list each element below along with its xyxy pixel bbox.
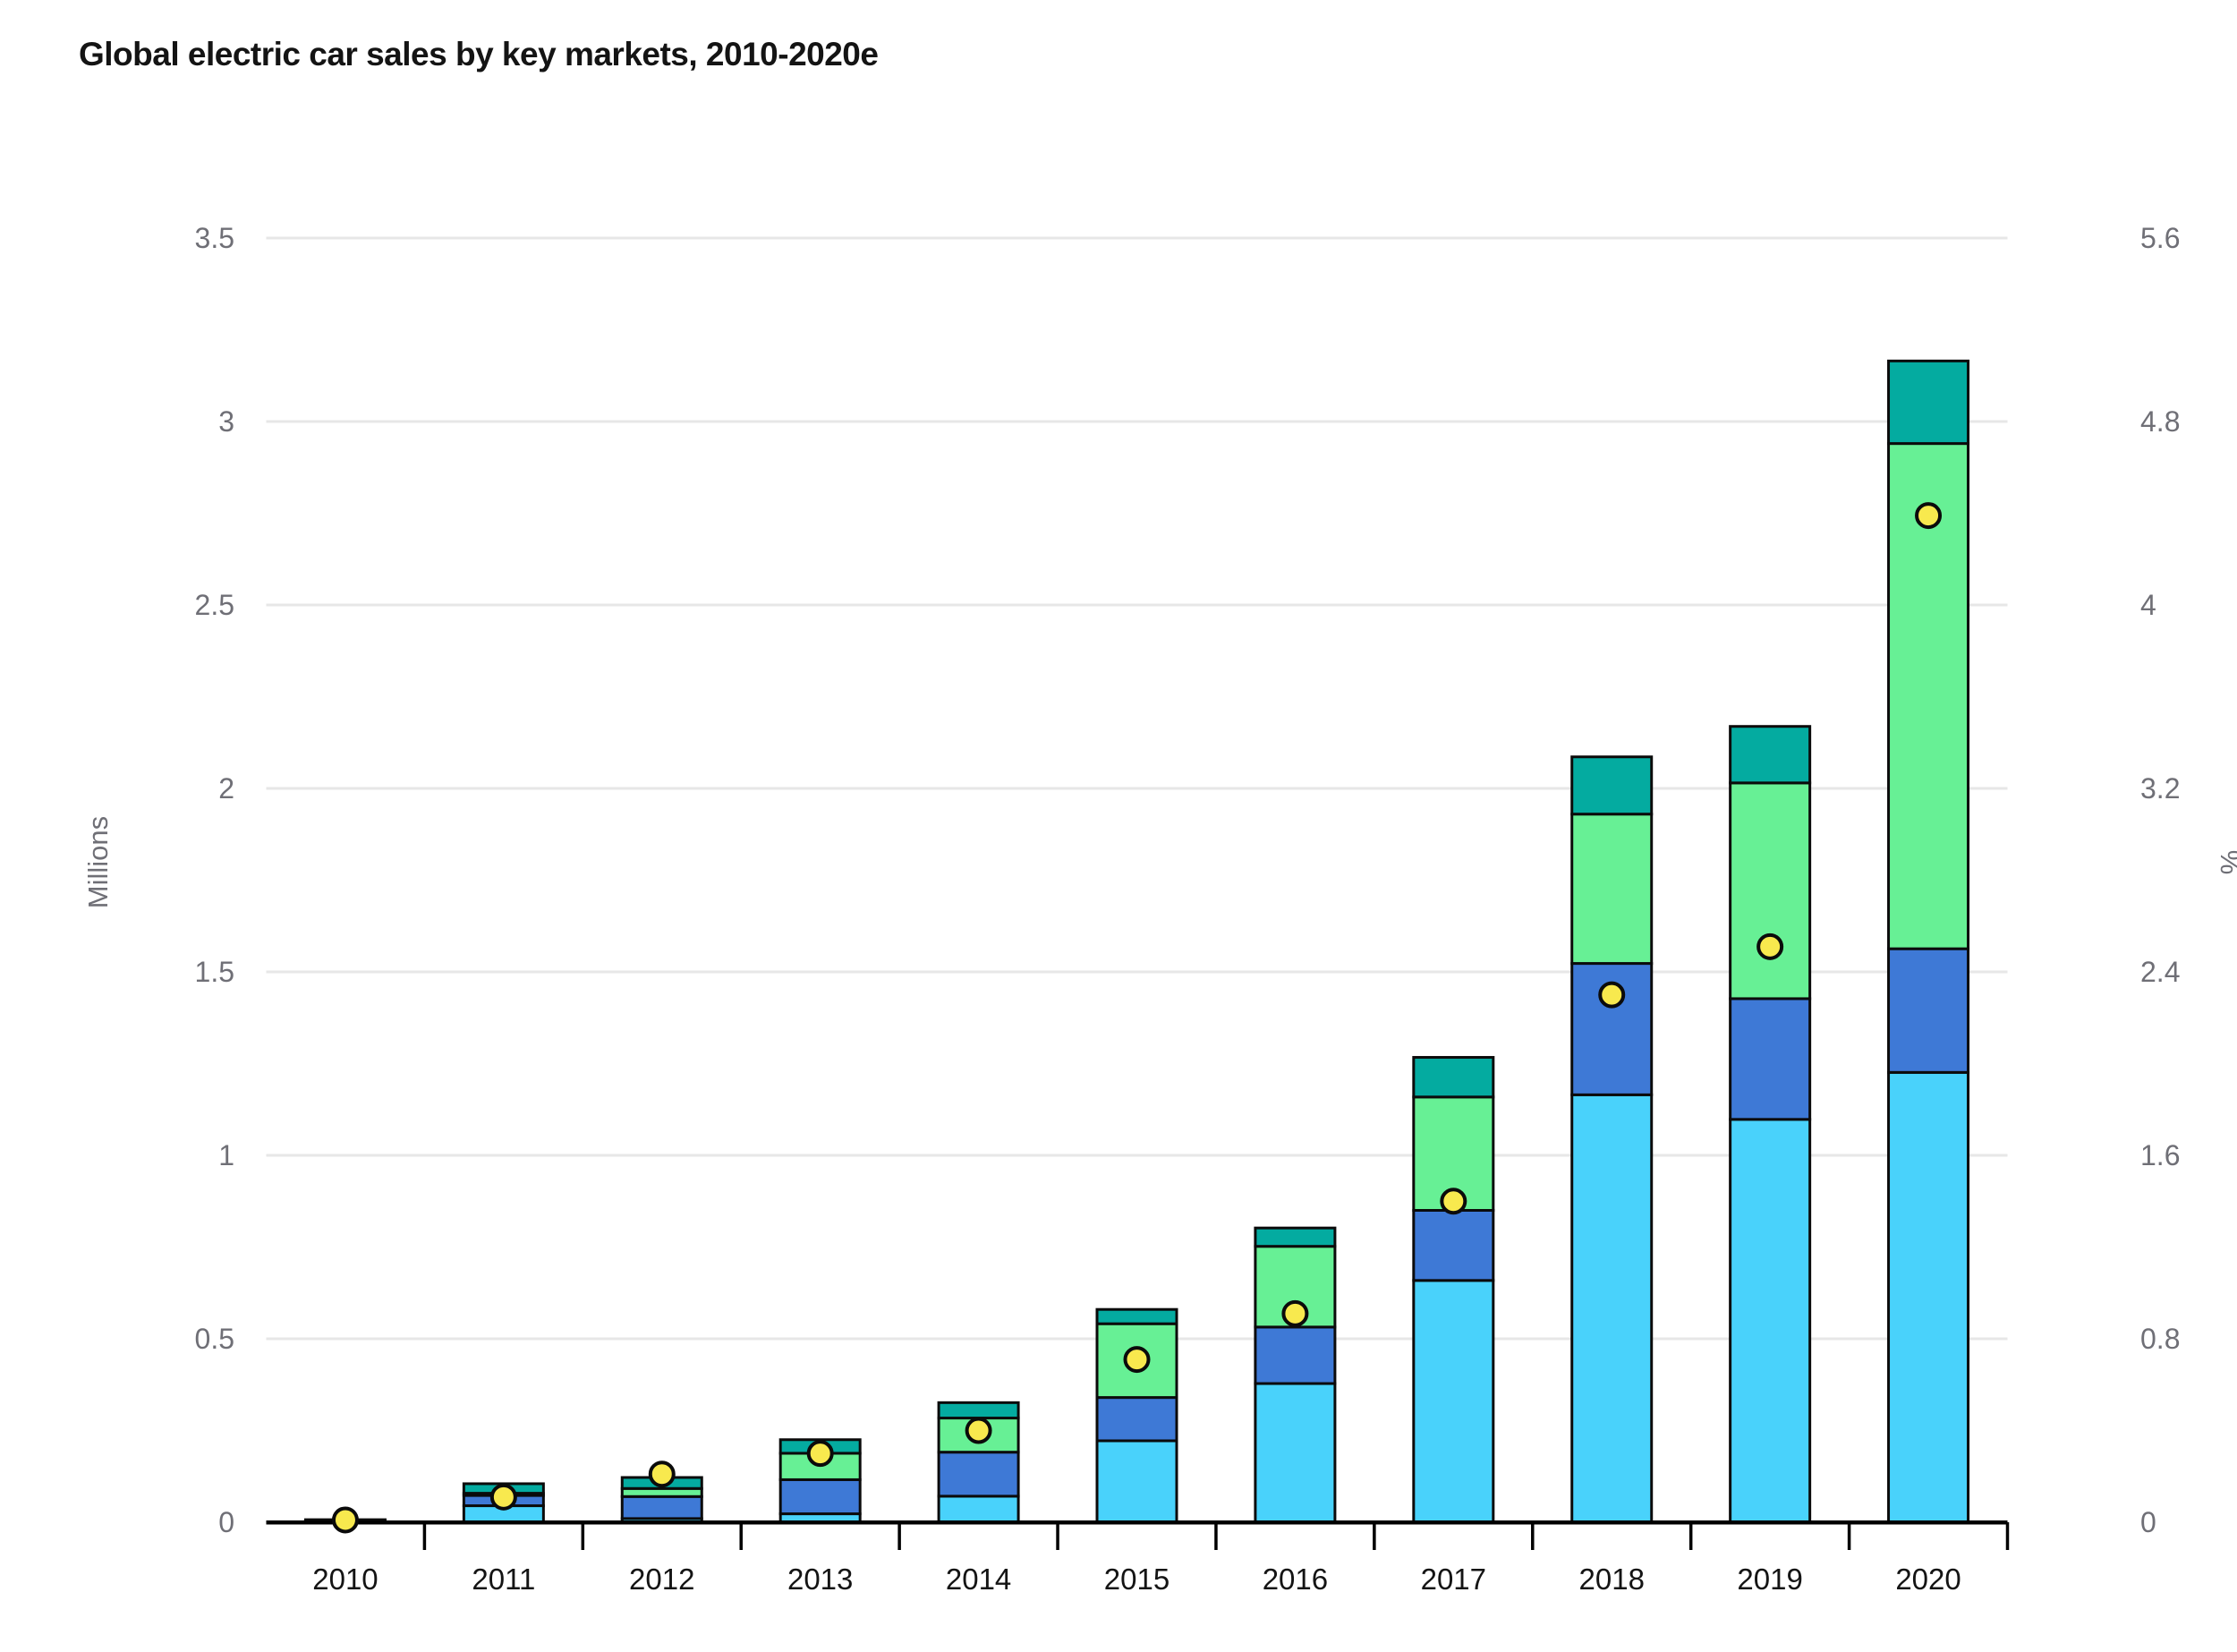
year-label: 2019 — [1737, 1563, 1802, 1596]
year-label: 2014 — [946, 1563, 1011, 1596]
bar-segment-teal-segment — [937, 1401, 1020, 1420]
year-label: 2016 — [1263, 1563, 1328, 1596]
bar-segment-teal-segment — [1887, 359, 1970, 446]
bar-segment-light-blue-segment — [1412, 1279, 1495, 1524]
year-label: 2018 — [1579, 1563, 1645, 1596]
right-axis-tick-label: 4 — [2140, 589, 2156, 621]
bar-segment-teal-segment — [1729, 725, 1812, 785]
bar-segment-light-blue-segment — [1729, 1118, 1812, 1524]
share-dot — [1281, 1299, 1309, 1327]
bar-segment-light-blue-segment — [1887, 1070, 1970, 1524]
share-dot — [1756, 932, 1784, 960]
year-label: 2010 — [312, 1563, 378, 1596]
share-dot — [1440, 1188, 1467, 1215]
left-axis-tick-label: 3 — [218, 405, 234, 438]
bar-segment-light-blue-segment — [937, 1494, 1020, 1524]
right-axis-tick-label: 5.6 — [2140, 222, 2180, 254]
left-axis-tick-label: 1.5 — [195, 956, 234, 988]
bar-segment-light-blue-segment — [1095, 1439, 1178, 1524]
bar-segment-blue-segment — [1887, 947, 1970, 1074]
right-axis-tick-label: 2.4 — [2140, 956, 2180, 988]
right-axis-tick-label: 0.8 — [2140, 1323, 2180, 1355]
bar-segment-blue-segment — [937, 1451, 1020, 1498]
share-dot — [965, 1417, 992, 1444]
bar-segment-teal-segment — [1570, 755, 1654, 816]
left-axis-tick-label: 1 — [218, 1139, 234, 1171]
right-axis-tick-label: 1.6 — [2140, 1139, 2180, 1171]
share-dot — [648, 1460, 676, 1488]
year-label: 2015 — [1104, 1563, 1170, 1596]
year-label: 2013 — [787, 1563, 853, 1596]
year-label: 2012 — [629, 1563, 694, 1596]
left-axis-title: Millions — [82, 816, 114, 908]
right-axis-title: % — [2215, 850, 2237, 875]
left-axis-tick-label: 3.5 — [195, 222, 234, 254]
bar-segment-blue-segment — [1254, 1325, 1337, 1385]
share-dot — [1598, 981, 1626, 1009]
bar-segment-blue-segment — [1729, 997, 1812, 1121]
left-axis-tick-label: 2.5 — [195, 589, 234, 621]
left-axis-tick-label: 0 — [218, 1506, 234, 1538]
left-axis-tick-label: 0.5 — [195, 1323, 234, 1355]
bar-segment-green-segment — [1570, 813, 1654, 966]
bar-segment-blue-segment — [778, 1477, 862, 1516]
share-dot — [489, 1483, 517, 1511]
bar-segment-light-blue-segment — [1254, 1382, 1337, 1524]
year-label: 2011 — [472, 1563, 535, 1596]
share-dot — [1915, 502, 1943, 530]
x-axis-line — [266, 1520, 2008, 1525]
bar-segment-light-blue-segment — [1570, 1093, 1654, 1524]
bar-segment-blue-segment — [1412, 1209, 1495, 1282]
bar-segment-teal-segment — [1095, 1307, 1178, 1325]
bar-segment-teal-segment — [1412, 1056, 1495, 1099]
share-dot — [806, 1440, 834, 1468]
right-axis-tick-label: 4.8 — [2140, 405, 2180, 438]
right-axis-tick-label: 3.2 — [2140, 772, 2180, 805]
share-dot — [331, 1506, 359, 1534]
right-axis-tick-label: 0 — [2140, 1506, 2156, 1538]
chart-title: Global electric car sales by key markets… — [79, 36, 879, 72]
share-dot — [1123, 1346, 1151, 1374]
bar-segment-blue-segment — [620, 1494, 703, 1520]
year-label: 2017 — [1421, 1563, 1486, 1596]
bar-segment-blue-segment — [1095, 1396, 1178, 1443]
bar-segment-green-segment — [1729, 781, 1812, 1001]
left-axis-tick-label: 2 — [218, 772, 234, 805]
year-label: 2020 — [1895, 1563, 1961, 1596]
bar-segment-teal-segment — [1254, 1226, 1337, 1248]
